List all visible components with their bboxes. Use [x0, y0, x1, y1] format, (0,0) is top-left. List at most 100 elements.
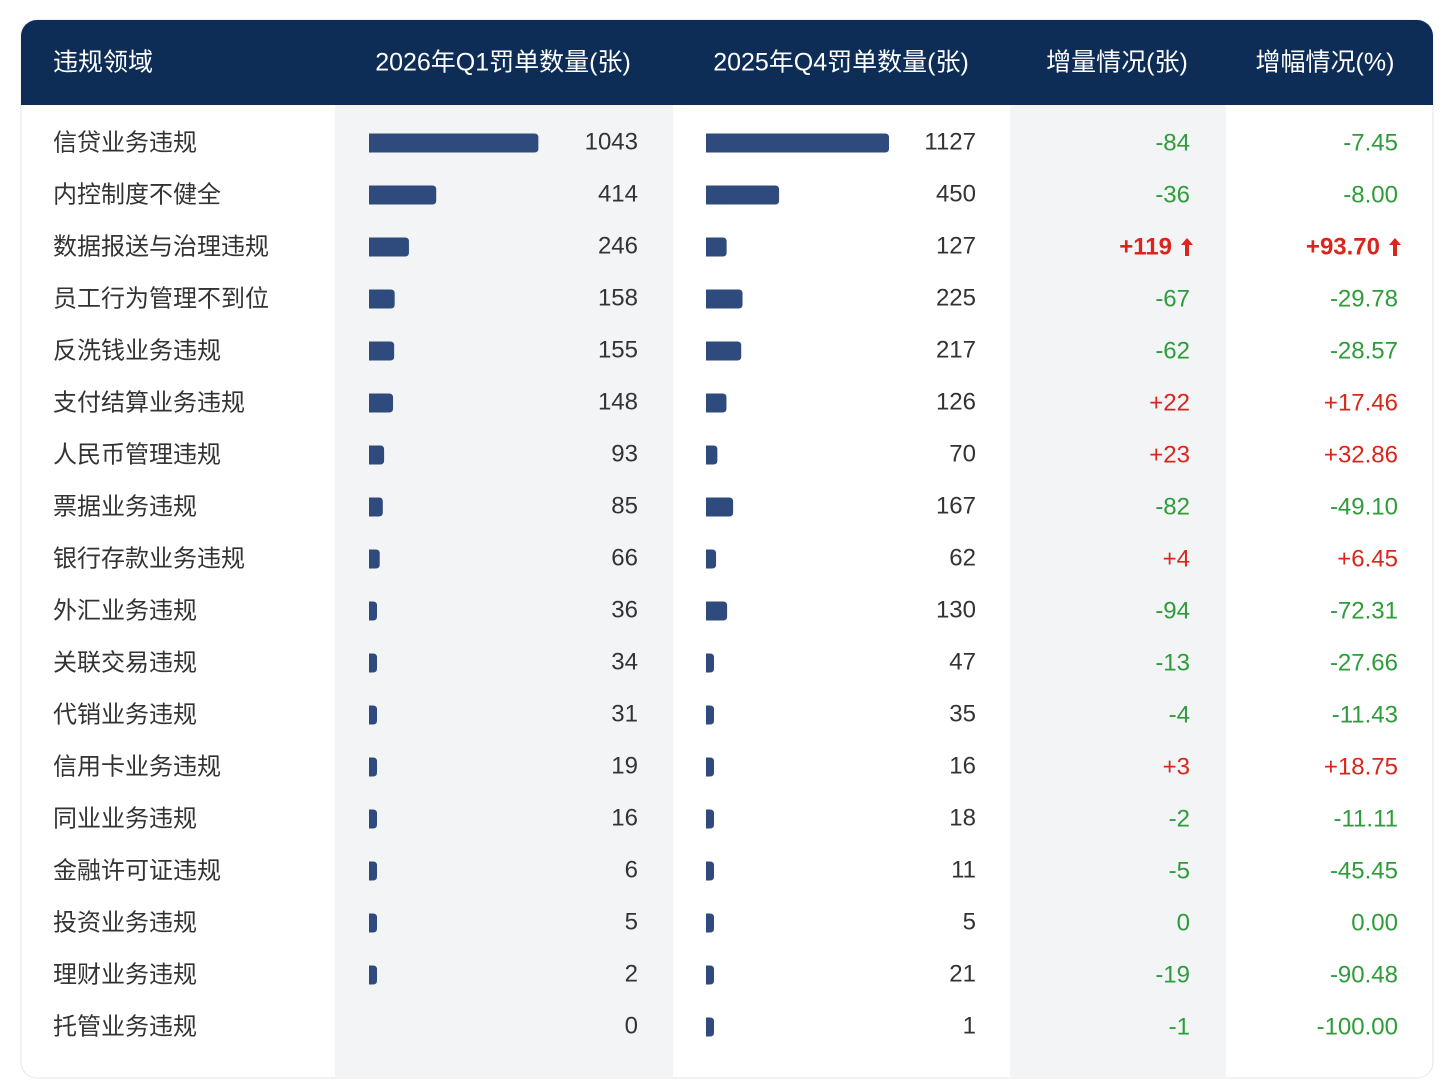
q1-count: 6 [625, 856, 638, 883]
q4-count: 1 [963, 1012, 976, 1039]
change-percent: +32.86 [1324, 441, 1398, 468]
bar [369, 549, 380, 569]
q4-count: 16 [949, 752, 976, 779]
q4-count: 167 [936, 492, 976, 519]
bar [706, 809, 714, 829]
row-label: 内控制度不健全 [53, 181, 221, 208]
q4-count: 5 [963, 908, 976, 935]
bar [369, 341, 395, 361]
change-percent: -90.48 [1330, 961, 1398, 988]
bar [369, 965, 377, 985]
change-count: -36 [1155, 181, 1190, 208]
q1-count: 93 [611, 440, 638, 467]
change-percent: -29.78 [1330, 285, 1398, 312]
change-percent: -28.57 [1330, 337, 1398, 364]
q4-count: 225 [936, 284, 976, 311]
row-label: 信用卡业务违规 [53, 753, 221, 780]
row-label: 同业业务违规 [53, 805, 197, 832]
bar [706, 185, 780, 205]
change-percent: +6.45 [1337, 545, 1398, 572]
change-percent: -45.45 [1330, 857, 1398, 884]
bar [369, 809, 377, 829]
change-percent: -72.31 [1330, 597, 1398, 624]
q1-count: 414 [598, 180, 638, 207]
change-percent: -7.45 [1343, 129, 1398, 156]
bar [706, 653, 714, 673]
change-percent: +18.75 [1324, 753, 1398, 780]
change-count: -84 [1155, 129, 1190, 156]
change-count: -94 [1155, 597, 1190, 624]
bar [706, 133, 889, 153]
bar [706, 549, 717, 569]
bar [369, 237, 409, 257]
bar [706, 445, 718, 465]
bar [369, 497, 383, 517]
row-label: 票据业务违规 [53, 493, 197, 520]
row-label: 人民币管理违规 [53, 441, 221, 468]
bar [369, 185, 437, 205]
bar [369, 133, 539, 153]
bar [369, 445, 385, 465]
change-percent: +17.46 [1324, 389, 1398, 416]
bar [369, 653, 377, 673]
q4-count: 70 [949, 440, 976, 467]
bar [706, 497, 734, 517]
column-header: 2025年Q4罚单数量(张) [713, 49, 969, 77]
row-label: 金融许可证违规 [53, 857, 221, 884]
change-count: -13 [1155, 649, 1190, 676]
change-count: +119 [1119, 233, 1172, 260]
bar [706, 913, 714, 933]
change-count: -82 [1155, 493, 1190, 520]
row-label: 外汇业务违规 [53, 597, 197, 624]
q4-count: 126 [936, 388, 976, 415]
column-header: 增量情况(张) [1046, 49, 1188, 77]
row-label: 代销业务违规 [53, 701, 197, 728]
row-label: 理财业务违规 [53, 961, 197, 988]
row-label: 反洗钱业务违规 [53, 337, 221, 364]
row-label: 投资业务违规 [53, 909, 197, 936]
bar [369, 393, 394, 413]
q4-count: 18 [949, 804, 976, 831]
change-count: +3 [1163, 753, 1190, 780]
row-label: 支付结算业务违规 [53, 389, 245, 416]
change-percent: -11.11 [1334, 805, 1399, 832]
q4-count: 47 [949, 648, 976, 675]
q1-count: 246 [598, 232, 638, 259]
bar [706, 237, 727, 257]
table-body: 违规领域 2026年Q1罚单数量(张) 2025年Q4罚单数量(张) 增量情况(张) 增… [53, 49, 1401, 1040]
q4-count: 62 [949, 544, 976, 571]
q1-count: 34 [611, 648, 638, 675]
row-label: 信贷业务违规 [53, 129, 197, 156]
change-count: -62 [1155, 337, 1190, 364]
q1-count: 158 [598, 284, 638, 311]
bar [369, 913, 377, 933]
q4-count: 450 [936, 180, 976, 207]
column-header: 增幅情况(%) [1256, 49, 1395, 77]
change-count: +22 [1149, 389, 1190, 416]
change-count: -19 [1155, 961, 1190, 988]
q1-count: 1043 [585, 128, 638, 155]
header-bar [21, 20, 1433, 105]
bar [706, 341, 742, 361]
change-percent: -100.00 [1317, 1013, 1398, 1040]
q1-count: 5 [625, 908, 638, 935]
column-shade [335, 105, 673, 1078]
change-percent: -27.66 [1330, 649, 1398, 676]
bar [369, 705, 377, 725]
change-percent: -49.10 [1330, 493, 1398, 520]
row-label: 数据报送与治理违规 [53, 233, 269, 260]
up-arrow [1181, 238, 1193, 256]
column-shade [1010, 105, 1226, 1078]
bar [706, 289, 743, 309]
bar [706, 393, 727, 413]
q4-count: 127 [936, 232, 976, 259]
change-count: -67 [1155, 285, 1190, 312]
q1-count: 36 [611, 596, 638, 623]
change-count: +4 [1163, 545, 1190, 572]
row-label: 银行存款业务违规 [53, 545, 245, 572]
bar [706, 965, 714, 985]
q4-count: 1127 [924, 128, 976, 155]
change-percent: +93.70 [1306, 233, 1380, 260]
bar [369, 601, 377, 621]
